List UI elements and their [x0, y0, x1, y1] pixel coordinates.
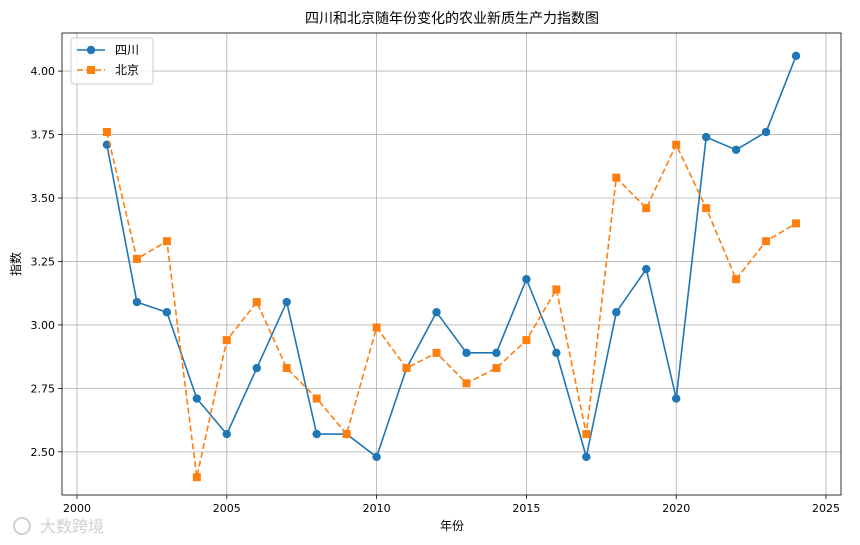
data-point — [372, 323, 381, 332]
data-point — [642, 204, 651, 213]
series-line — [106, 55, 797, 459]
data-point — [761, 127, 771, 137]
data-point — [732, 275, 741, 284]
data-point — [252, 298, 261, 307]
data-point — [342, 430, 351, 439]
x-tick-label: 2020 — [662, 502, 690, 515]
data-point — [222, 336, 231, 345]
data-point — [432, 348, 441, 357]
data-point — [402, 364, 411, 373]
data-point — [462, 348, 471, 358]
data-point — [672, 394, 681, 403]
y-axis-label: 指数 — [8, 252, 23, 276]
data-point — [522, 336, 531, 345]
data-point — [702, 204, 711, 213]
data-point — [312, 429, 321, 439]
data-point — [282, 297, 291, 307]
data-point — [582, 430, 591, 439]
data-point — [132, 254, 141, 263]
legend-label: 北京 — [115, 63, 139, 77]
data-point — [792, 219, 801, 228]
y-tick-label: 4.00 — [31, 65, 56, 78]
series-1 — [102, 51, 801, 462]
plot-frame — [61, 32, 842, 496]
data-point — [522, 275, 531, 284]
watermark-logo-icon — [13, 517, 31, 535]
y-tick-label: 3.00 — [31, 319, 56, 332]
x-tick-label: 2000 — [63, 502, 91, 515]
data-point — [701, 132, 711, 142]
watermark: 大数跨境 — [13, 517, 104, 536]
series-2 — [102, 128, 801, 482]
x-axis-label: 年份 — [440, 519, 464, 533]
legend-marker — [86, 45, 96, 55]
legend-item: 北京 — [77, 63, 139, 77]
data-point — [462, 379, 471, 388]
data-point — [222, 429, 231, 439]
y-tick-label: 3.75 — [31, 129, 56, 142]
data-point — [552, 285, 561, 294]
data-point — [642, 264, 651, 274]
series-layer — [102, 51, 801, 482]
x-tick-label: 2010 — [363, 502, 391, 515]
y-axis-ticks: 2.50 2.75 3.00 3.25 3.50 3.75 4.00 — [31, 65, 62, 459]
data-point — [582, 452, 591, 462]
legend-box — [70, 37, 154, 85]
x-tick-label: 2025 — [812, 502, 840, 515]
data-point — [312, 394, 321, 403]
data-point — [612, 308, 621, 317]
y-tick-label: 3.25 — [31, 255, 56, 268]
x-tick-label: 2015 — [512, 502, 540, 515]
legend-marker — [87, 66, 95, 74]
x-axis-ticks: 2000 2005 2010 2015 2020 2025 — [63, 495, 840, 515]
y-tick-label: 2.75 — [31, 382, 56, 395]
data-point — [731, 145, 741, 154]
watermark-text: 大数跨境 — [40, 517, 104, 536]
data-point — [672, 140, 681, 149]
data-point — [282, 364, 291, 373]
data-point — [192, 394, 202, 403]
data-point — [791, 51, 801, 61]
data-point — [492, 348, 501, 358]
grid-lines — [62, 33, 841, 495]
data-point — [492, 364, 501, 373]
data-point — [762, 237, 771, 246]
data-point — [372, 452, 381, 462]
chart-title: 四川和北京随年份变化的农业新质生产力指数图 — [305, 11, 599, 27]
data-point — [432, 308, 441, 317]
y-tick-label: 2.50 — [31, 446, 56, 459]
legend-label: 四川 — [115, 43, 139, 57]
x-tick-label: 2005 — [213, 502, 241, 515]
data-point — [132, 297, 142, 307]
data-point — [612, 173, 621, 182]
data-point — [252, 363, 261, 373]
data-point — [552, 348, 561, 358]
y-tick-label: 3.50 — [31, 192, 56, 205]
legend-item: 四川 — [77, 43, 139, 57]
data-point — [192, 473, 201, 482]
series-line — [106, 131, 797, 478]
data-point — [162, 308, 172, 317]
data-point — [162, 237, 171, 246]
data-point — [102, 128, 111, 136]
